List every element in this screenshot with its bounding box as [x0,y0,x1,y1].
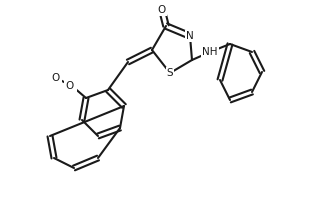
Text: O: O [66,81,74,91]
Text: S: S [167,68,173,78]
Text: NH: NH [202,47,218,57]
Text: O: O [52,73,60,83]
Text: N: N [186,31,194,41]
Text: O: O [158,5,166,15]
Text: O: O [50,73,58,83]
Text: O: O [68,81,76,91]
